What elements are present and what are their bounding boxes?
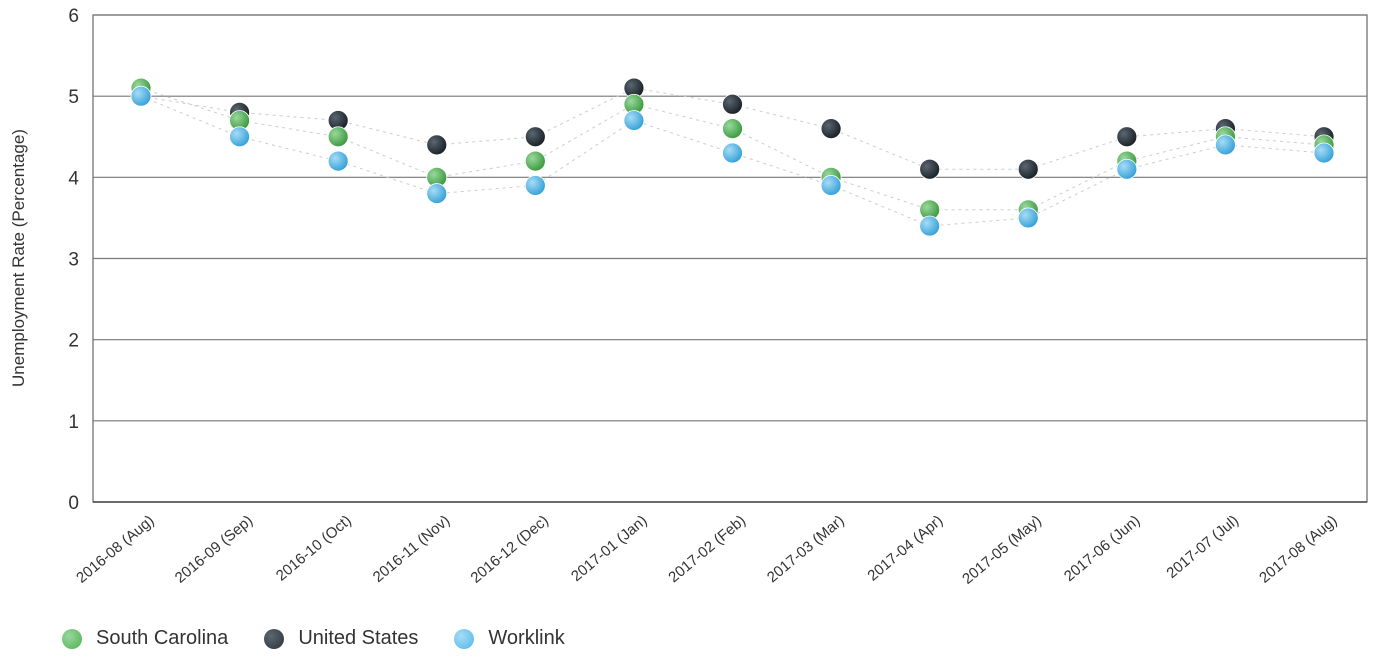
point-worklink	[229, 126, 250, 148]
y-tick-label: 6	[68, 6, 79, 27]
y-tick-label: 1	[68, 412, 79, 433]
y-tick-label: 0	[68, 493, 79, 514]
point-worklink	[426, 183, 448, 204]
legend-marker	[264, 628, 285, 649]
legend-item: United States	[264, 627, 418, 650]
x-tick-labels: 2016-08 (Aug) 2016-09 (Sep) 2016-10 (Oct) 2…	[73, 512, 1340, 588]
x-tick-label: 2017-07 (Jul)	[1163, 512, 1242, 582]
point-worklink	[919, 215, 941, 237]
legend: South Carolina United States Worklink	[62, 627, 601, 650]
legend-label: United States	[298, 627, 419, 649]
point-united-states	[524, 126, 546, 148]
x-tick-label: 2016-10 (Oct)	[273, 512, 355, 585]
point-worklink	[1313, 142, 1335, 164]
point-south-carolina	[327, 126, 349, 148]
x-tick-label: 2016-11 (Nov)	[370, 512, 454, 586]
x-tick-label: 2017-08 (Aug)	[1256, 512, 1340, 587]
point-worklink	[820, 175, 842, 196]
data-points	[130, 77, 1335, 237]
point-south-carolina	[722, 118, 743, 140]
point-united-states	[1017, 158, 1039, 180]
point-worklink	[1215, 134, 1236, 156]
legend-label: Worklink	[488, 627, 565, 649]
x-tick-label: 2016-09 (Sep)	[172, 512, 256, 587]
y-tick-label: 3	[68, 250, 79, 271]
gridlines	[92, 14, 1368, 503]
legend-marker	[454, 628, 475, 649]
x-tick-label: 2017-06 (Jun)	[1061, 512, 1143, 585]
y-tick-label: 4	[68, 168, 79, 189]
y-tick-labels: 0 1 2 3 4 5 6	[68, 6, 79, 514]
x-tick-label: 2017-01 (Jan)	[568, 512, 650, 585]
legend-item: South Carolina	[62, 627, 228, 650]
x-tick-label: 2017-03 (Mar)	[764, 512, 848, 586]
legend-item: Worklink	[454, 627, 565, 650]
point-worklink	[623, 110, 645, 131]
x-tick-label: 2016-12 (Dec)	[468, 512, 552, 587]
point-united-states	[919, 158, 941, 180]
point-worklink	[1116, 158, 1138, 180]
point-worklink	[524, 175, 546, 196]
legend-label: South Carolina	[96, 627, 229, 649]
x-tick-label: 2017-02 (Feb)	[665, 512, 749, 586]
y-tick-label: 2	[68, 331, 79, 352]
point-united-states	[820, 118, 842, 140]
point-united-states	[1116, 126, 1138, 148]
point-united-states	[426, 134, 448, 156]
x-tick-label: 2017-04 (Apr)	[864, 512, 946, 585]
x-tick-label: 2017-05 (May)	[959, 512, 1045, 588]
point-worklink	[1017, 207, 1039, 229]
point-worklink	[722, 142, 743, 164]
point-worklink	[130, 85, 152, 107]
point-united-states	[722, 93, 743, 115]
legend-marker	[62, 628, 82, 649]
point-south-carolina	[524, 150, 546, 172]
x-tick-label: 2016-08 (Aug)	[73, 512, 157, 587]
y-axis-label: Unemployment Rate (Percentage)	[9, 129, 28, 387]
y-tick-label: 5	[68, 87, 79, 108]
point-worklink	[327, 150, 349, 172]
